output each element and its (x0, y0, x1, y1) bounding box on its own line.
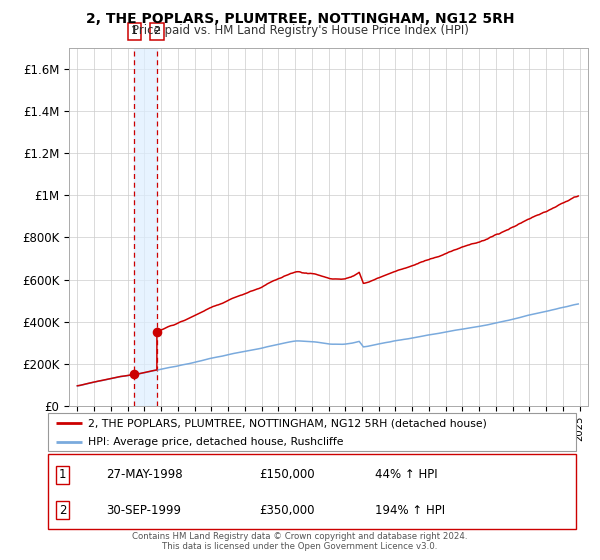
Text: 30-SEP-1999: 30-SEP-1999 (106, 504, 181, 517)
Text: 2: 2 (59, 504, 67, 517)
Text: 44% ↑ HPI: 44% ↑ HPI (376, 468, 438, 481)
FancyBboxPatch shape (48, 454, 576, 529)
Text: 2: 2 (154, 26, 160, 36)
Text: Contains HM Land Registry data © Crown copyright and database right 2024.: Contains HM Land Registry data © Crown c… (132, 532, 468, 541)
Text: 2, THE POPLARS, PLUMTREE, NOTTINGHAM, NG12 5RH (detached house): 2, THE POPLARS, PLUMTREE, NOTTINGHAM, NG… (88, 418, 487, 428)
Text: 1: 1 (59, 468, 67, 481)
Text: Price paid vs. HM Land Registry's House Price Index (HPI): Price paid vs. HM Land Registry's House … (131, 24, 469, 37)
Bar (134, 48, 157, 406)
Text: HPI: Average price, detached house, Rushcliffe: HPI: Average price, detached house, Rush… (88, 437, 343, 447)
Text: 1: 1 (131, 26, 138, 36)
Point (130, 370, 139, 379)
FancyBboxPatch shape (48, 413, 576, 451)
Text: 27-MAY-1998: 27-MAY-1998 (106, 468, 183, 481)
Text: 2, THE POPLARS, PLUMTREE, NOTTINGHAM, NG12 5RH: 2, THE POPLARS, PLUMTREE, NOTTINGHAM, NG… (86, 12, 514, 26)
Text: This data is licensed under the Open Government Licence v3.0.: This data is licensed under the Open Gov… (163, 542, 437, 550)
Text: 194% ↑ HPI: 194% ↑ HPI (376, 504, 445, 517)
Text: £150,000: £150,000 (259, 468, 315, 481)
Text: £350,000: £350,000 (259, 504, 315, 517)
Point (152, 328, 161, 337)
